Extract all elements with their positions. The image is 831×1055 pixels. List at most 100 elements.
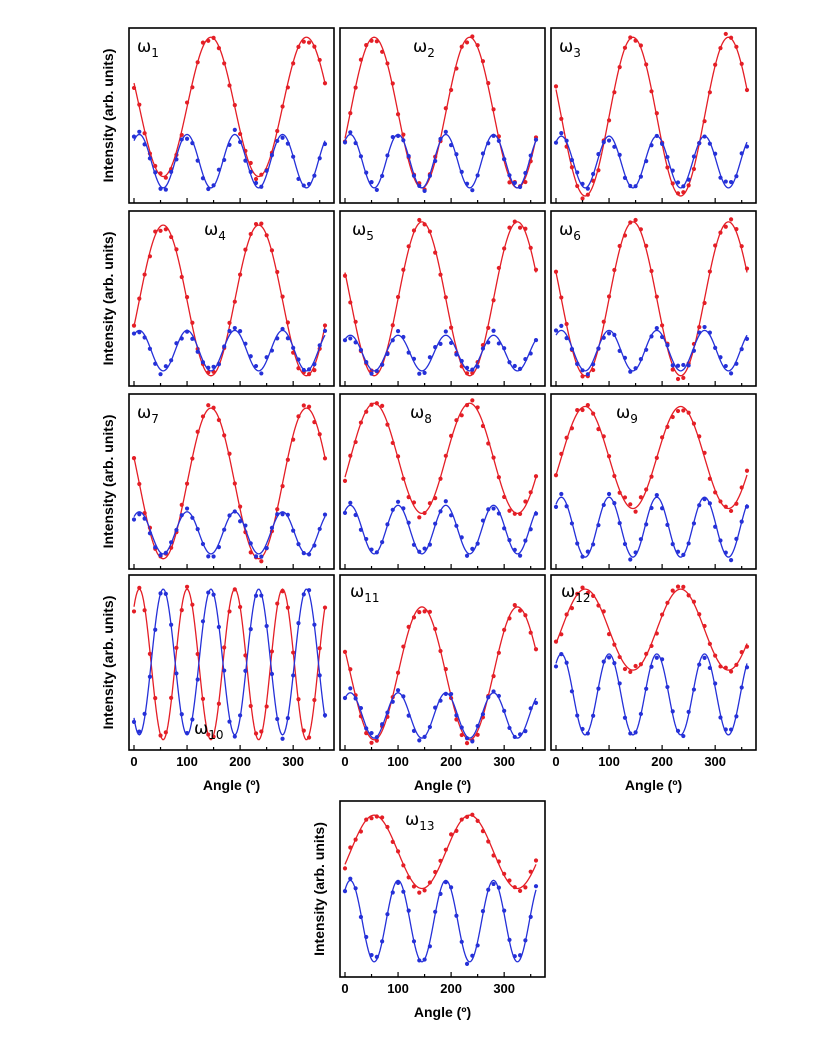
red-data-point <box>670 367 675 372</box>
red-data-point <box>675 376 681 382</box>
red-data-point <box>606 118 612 123</box>
blue-data-point <box>591 713 596 718</box>
red-data-point <box>142 131 147 136</box>
red-data-point <box>190 85 195 90</box>
blue-data-point <box>179 513 184 518</box>
red-data-point <box>411 228 417 233</box>
blue-data-point <box>443 691 448 696</box>
panel-10: 0 100 200 300 Intensity (arb. units) Angle (º… <box>100 574 335 793</box>
blue-data-point <box>401 506 406 511</box>
blue-data-point <box>385 522 390 527</box>
red-data-point <box>459 732 464 738</box>
red-data-point <box>222 645 227 650</box>
blue-data-point <box>681 184 686 189</box>
blue-data-point <box>317 343 322 348</box>
red-data-point <box>253 221 259 227</box>
blue-data-point <box>523 729 528 734</box>
blue-data-point <box>222 527 227 532</box>
y-axis-title: Intensity (arb. units) <box>311 822 327 956</box>
red-data-point <box>322 456 328 461</box>
blue-data-point <box>502 708 507 713</box>
blue-data-point <box>322 328 328 333</box>
blue-data-point <box>195 677 200 682</box>
red-data-point <box>427 880 432 885</box>
blue-data-point <box>665 684 670 690</box>
blue-data-point <box>670 709 675 714</box>
red-data-point <box>385 422 390 427</box>
blue-data-point <box>486 507 491 512</box>
blue-data-point <box>480 518 486 523</box>
blue-data-point <box>606 655 612 660</box>
red-data-point <box>401 476 406 481</box>
blue-data-point <box>264 546 269 551</box>
blue-data-point <box>723 727 728 732</box>
red-data-point <box>227 451 232 456</box>
blue-data-point <box>713 345 718 350</box>
red-data-point <box>443 666 448 672</box>
blue-data-point <box>612 661 617 666</box>
blue-data-point <box>216 167 221 172</box>
blue-data-point <box>691 687 697 692</box>
blue-data-point <box>564 660 569 665</box>
blue-data-point <box>553 140 559 145</box>
red-data-point <box>528 869 533 874</box>
blue-data-point <box>681 733 686 739</box>
panel-8: ω8 <box>339 393 546 570</box>
red-data-point <box>301 39 306 44</box>
blue-data-point <box>533 337 539 343</box>
blue-data-point <box>617 681 622 686</box>
blue-data-point <box>459 169 464 174</box>
blue-fit-curve <box>555 496 748 558</box>
blue-data-point <box>342 140 348 145</box>
blue-data-point <box>470 367 475 372</box>
blue-data-point <box>306 552 312 557</box>
blue-data-point <box>507 173 512 178</box>
blue-data-point <box>438 341 443 346</box>
red-data-point <box>374 738 379 743</box>
red-data-point <box>601 434 606 439</box>
blue-data-point <box>591 171 596 177</box>
red-data-point <box>633 38 638 43</box>
red-data-point <box>200 414 206 419</box>
plot-area <box>131 584 328 741</box>
red-data-point <box>158 733 163 738</box>
y-axis-title: Intensity (arb. units) <box>100 232 116 366</box>
red-data-point <box>553 473 559 478</box>
blue-data-point <box>390 507 395 512</box>
blue-data-point <box>496 693 501 699</box>
blue-data-point <box>533 137 539 142</box>
red-fit-curve <box>344 402 537 515</box>
blue-data-point <box>707 501 712 506</box>
blue-data-point <box>575 541 580 546</box>
blue-data-point <box>585 549 590 554</box>
red-data-point <box>612 90 617 95</box>
red-data-point <box>158 228 163 233</box>
blue-data-point <box>353 140 358 146</box>
blue-data-point <box>507 360 512 365</box>
red-data-point <box>137 481 142 487</box>
blue-data-point <box>238 139 243 145</box>
blue-data-point <box>301 367 306 373</box>
red-data-point <box>137 102 142 107</box>
blue-data-point <box>649 505 654 511</box>
red-data-point <box>438 476 443 481</box>
red-data-point <box>285 320 290 325</box>
panel-frame <box>339 574 546 751</box>
blue-data-point <box>459 939 464 944</box>
blue-data-point <box>195 527 200 532</box>
blue-data-point <box>649 143 654 148</box>
red-data-point <box>317 646 322 651</box>
blue-data-point <box>179 712 184 717</box>
x-tick-label: 300 <box>282 754 304 769</box>
blue-data-point <box>306 367 312 372</box>
blue-data-point <box>385 351 390 357</box>
blue-data-point <box>158 372 163 377</box>
red-data-point <box>713 62 718 67</box>
red-data-point <box>169 234 174 240</box>
blue-data-point <box>691 521 697 526</box>
red-data-point <box>411 615 417 620</box>
red-data-point <box>596 603 601 608</box>
blue-data-point <box>559 131 564 136</box>
red-data-point <box>533 267 539 272</box>
blue-data-point <box>686 177 691 182</box>
